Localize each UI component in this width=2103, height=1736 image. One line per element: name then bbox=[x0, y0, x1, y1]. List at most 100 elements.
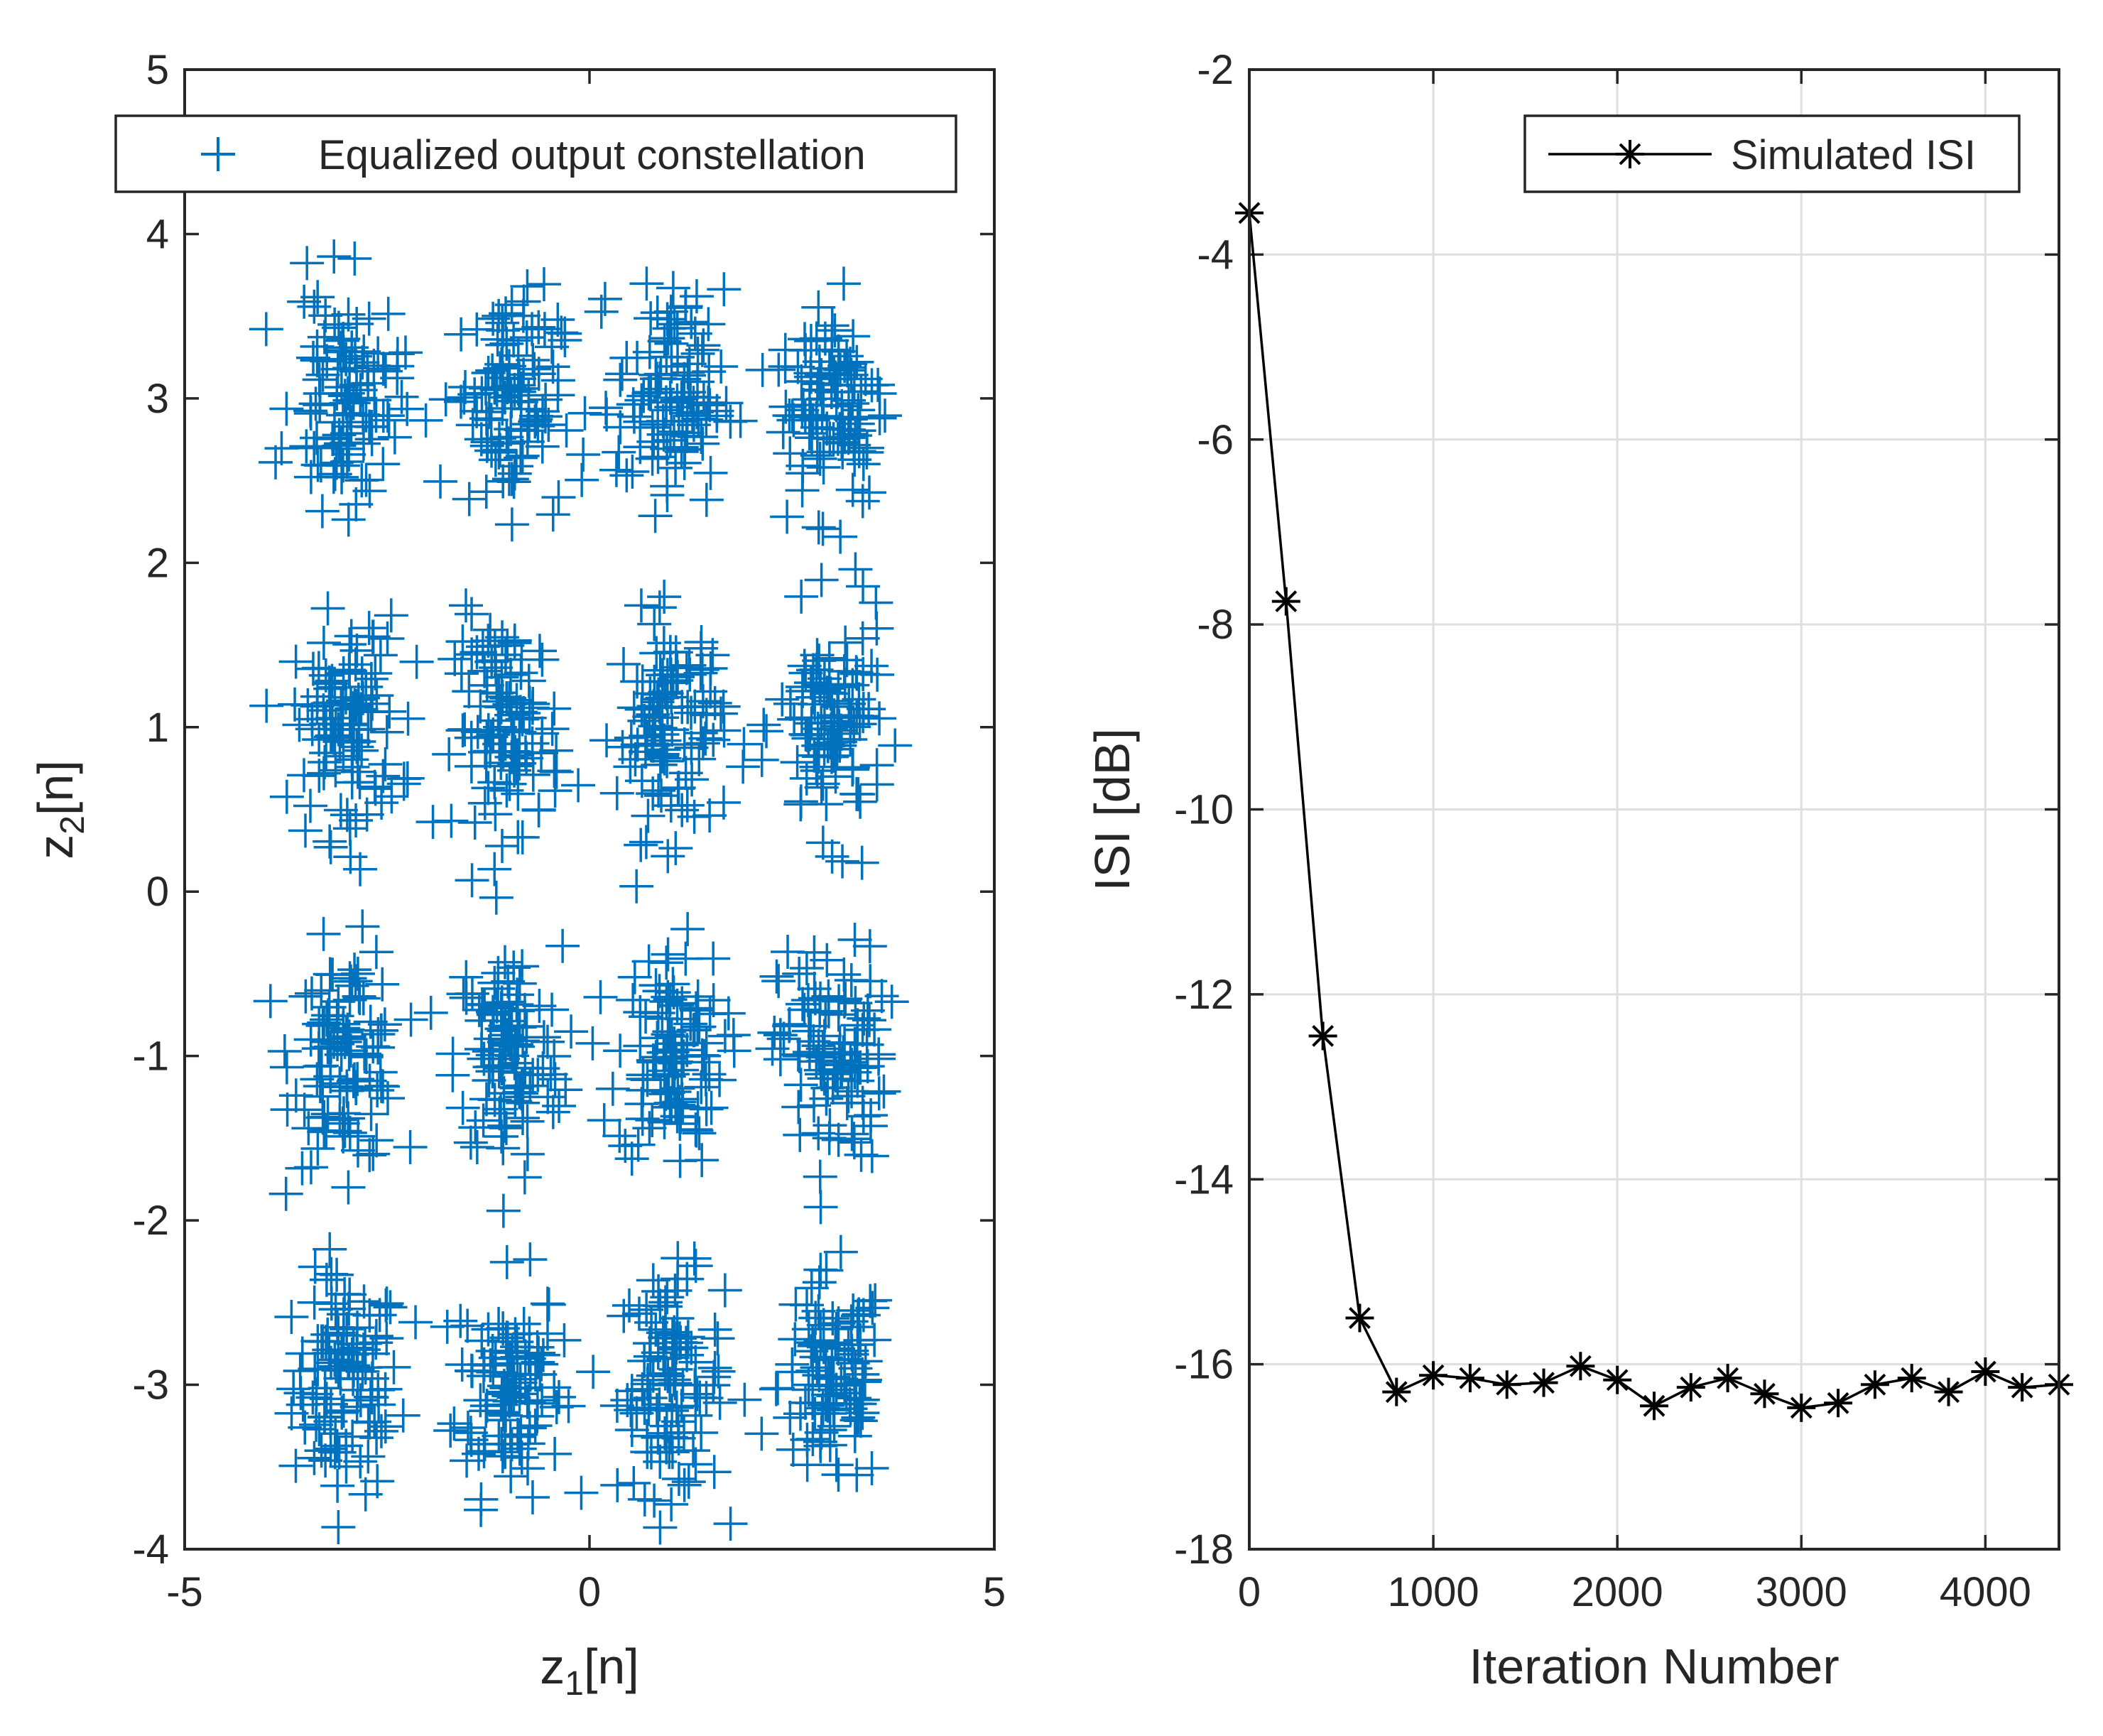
constellation-point bbox=[267, 1034, 302, 1069]
left-y-tick-label: 4 bbox=[146, 211, 169, 257]
constellation-point bbox=[803, 668, 838, 702]
constellation-point bbox=[770, 499, 805, 534]
constellation-point bbox=[297, 1441, 332, 1475]
constellation-point bbox=[643, 779, 678, 813]
constellation-point bbox=[816, 738, 851, 773]
constellation-point bbox=[339, 633, 374, 668]
constellation-point bbox=[837, 923, 872, 957]
constellation-point bbox=[629, 1292, 664, 1327]
constellation-point bbox=[661, 1461, 696, 1496]
constellation-point bbox=[680, 1377, 714, 1411]
constellation-point bbox=[567, 396, 602, 430]
constellation-point bbox=[331, 502, 366, 537]
constellation-point bbox=[768, 389, 803, 424]
constellation-point bbox=[658, 1089, 693, 1124]
constellation-point bbox=[300, 689, 335, 724]
constellation-point bbox=[366, 352, 401, 386]
constellation-point bbox=[547, 1323, 582, 1357]
constellation-point bbox=[520, 1330, 555, 1365]
constellation-point bbox=[619, 869, 654, 904]
constellation-point bbox=[473, 1021, 508, 1056]
constellation-point bbox=[631, 944, 666, 979]
constellation-point bbox=[518, 398, 553, 433]
constellation-point bbox=[803, 441, 837, 476]
constellation-point bbox=[269, 391, 304, 426]
constellation-point bbox=[341, 682, 376, 717]
constellation-point bbox=[494, 412, 528, 447]
constellation-point bbox=[340, 754, 375, 789]
constellation-point bbox=[835, 1117, 869, 1151]
constellation-point bbox=[744, 1416, 779, 1451]
constellation-point bbox=[487, 1025, 521, 1059]
constellation-point bbox=[761, 352, 796, 387]
constellation-point bbox=[583, 980, 618, 1014]
constellation-point bbox=[624, 828, 658, 862]
constellation-point bbox=[437, 1406, 472, 1441]
right-x-tick-label: 2000 bbox=[1572, 1569, 1663, 1615]
constellation-point bbox=[645, 717, 680, 752]
constellation-point bbox=[648, 675, 683, 710]
constellation-point bbox=[471, 1312, 506, 1347]
constellation-point bbox=[490, 1320, 525, 1355]
constellation-point bbox=[811, 979, 846, 1014]
constellation-point bbox=[306, 756, 341, 791]
constellation-point bbox=[259, 445, 293, 479]
constellation-point bbox=[806, 1043, 841, 1078]
constellation-point bbox=[446, 977, 481, 1011]
constellation-point bbox=[363, 638, 398, 673]
left-x-axis-label: z1[n] bbox=[540, 1639, 639, 1703]
constellation-point bbox=[342, 981, 377, 1016]
constellation-point bbox=[444, 317, 479, 352]
constellation-point bbox=[640, 682, 675, 717]
constellation-point bbox=[854, 1139, 889, 1173]
constellation-point bbox=[604, 357, 639, 391]
constellation-point bbox=[692, 798, 727, 833]
constellation-point bbox=[821, 1458, 856, 1492]
constellation-point bbox=[494, 288, 529, 322]
constellation-point bbox=[541, 480, 576, 515]
constellation-point bbox=[837, 1125, 871, 1160]
constellation-point bbox=[845, 1012, 880, 1047]
constellation-point bbox=[658, 831, 693, 866]
legend-asterisk-marker bbox=[1616, 140, 1644, 168]
constellation-point bbox=[542, 1089, 577, 1124]
constellation-point bbox=[685, 726, 720, 761]
constellation-point bbox=[408, 403, 443, 438]
constellation-point bbox=[846, 447, 881, 482]
constellation-point bbox=[448, 370, 483, 405]
constellation-point bbox=[326, 1318, 361, 1352]
constellation-point bbox=[510, 269, 545, 304]
constellation-point bbox=[469, 401, 504, 436]
constellation-point bbox=[651, 937, 685, 972]
constellation-point bbox=[711, 996, 746, 1031]
constellation-point bbox=[393, 1002, 428, 1037]
constellation-point bbox=[287, 1092, 322, 1127]
constellation-point bbox=[327, 1276, 362, 1311]
constellation-point bbox=[332, 627, 367, 662]
constellation-point bbox=[487, 1108, 522, 1143]
constellation-point bbox=[680, 979, 715, 1014]
constellation-point bbox=[268, 1176, 303, 1211]
constellation-point bbox=[374, 598, 408, 633]
constellation-point bbox=[853, 964, 888, 999]
constellation-point bbox=[278, 687, 313, 722]
constellation-point bbox=[624, 1087, 659, 1122]
constellation-point bbox=[561, 768, 596, 803]
constellation-point bbox=[370, 398, 405, 433]
constellation-point bbox=[475, 1334, 510, 1369]
constellation-point bbox=[368, 747, 403, 782]
constellation-point bbox=[789, 951, 824, 986]
constellation-point bbox=[665, 404, 700, 439]
constellation-point bbox=[445, 1090, 480, 1125]
constellation-point bbox=[444, 384, 479, 419]
constellation-point bbox=[627, 1344, 662, 1379]
constellation-point bbox=[369, 715, 404, 749]
constellation-point bbox=[804, 770, 839, 805]
constellation-point bbox=[813, 1413, 847, 1448]
constellation-point bbox=[320, 1428, 354, 1463]
constellation-point bbox=[801, 1116, 836, 1151]
constellation-point bbox=[434, 803, 469, 838]
constellation-point bbox=[443, 1303, 478, 1338]
constellation-legend: Equalized output constellation bbox=[114, 114, 957, 193]
constellation-point bbox=[650, 431, 685, 466]
